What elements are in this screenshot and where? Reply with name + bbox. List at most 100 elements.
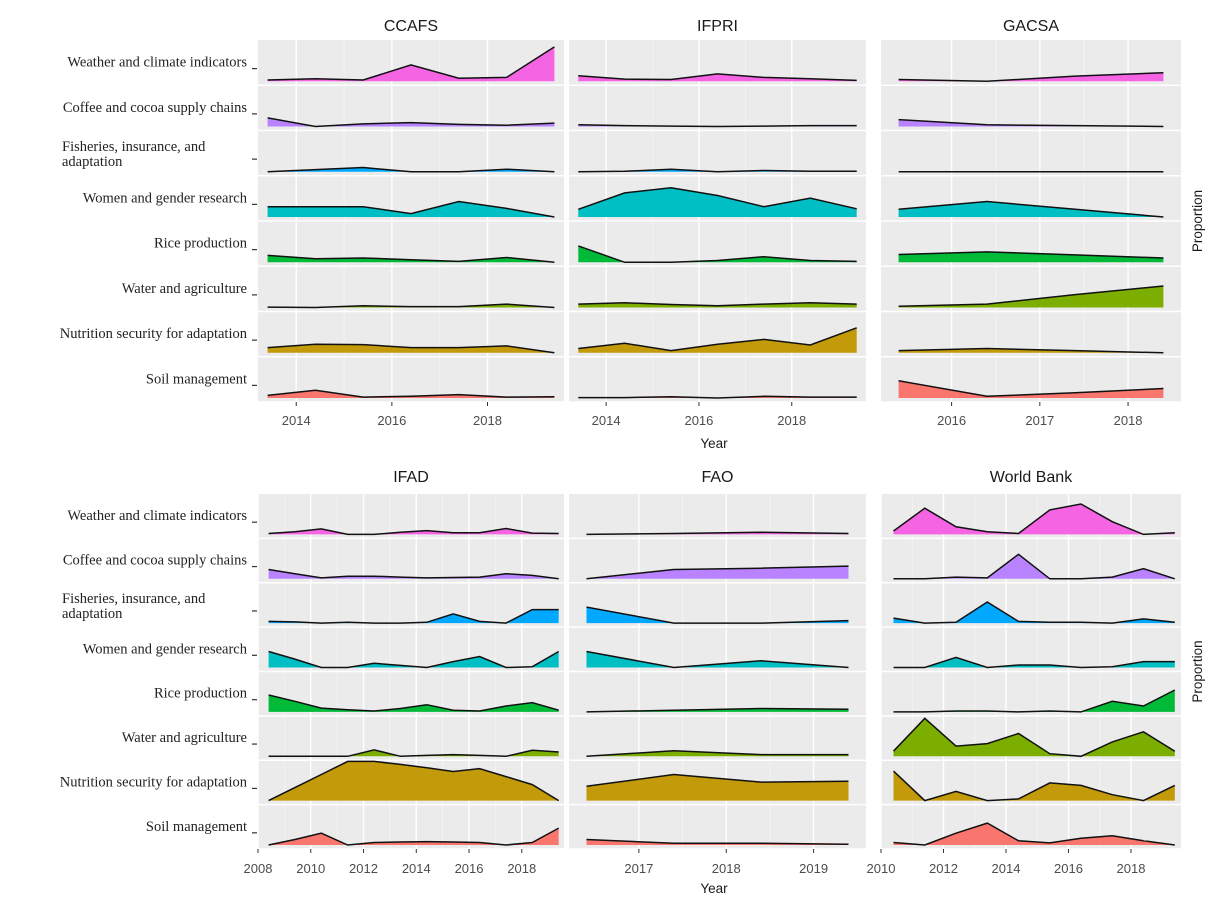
row-label-weather-and-climate-indicators-2: Weather and climate indicators bbox=[67, 508, 247, 524]
x-tick-label: 2018 bbox=[1114, 413, 1143, 428]
area-world-bank-rice-production bbox=[893, 690, 1175, 712]
line-ccafs-fisheries-insurance-and-adaptation bbox=[267, 166, 555, 173]
area-ifad-rice-production bbox=[268, 695, 559, 712]
area-fao-coffee-and-cocoa-supply-chains bbox=[586, 566, 849, 579]
y-axis-title-1: Proportion bbox=[1190, 190, 1205, 252]
facet-title-ifpri: IFPRI bbox=[697, 18, 738, 35]
line-fao-fisheries-insurance-and-adaptation bbox=[586, 606, 849, 624]
x-tick-label: 2016 bbox=[377, 413, 406, 428]
x-tick-label: 2012 bbox=[349, 861, 378, 876]
facet-title-gacsa: GACSA bbox=[1003, 18, 1059, 35]
x-tick-label: 2016 bbox=[455, 861, 484, 876]
line-ifpri-water-and-agriculture bbox=[578, 302, 857, 307]
area-world-bank-water-and-agriculture bbox=[893, 718, 1175, 757]
line-gacsa-rice-production bbox=[898, 251, 1164, 259]
area-world-bank-soil-management bbox=[893, 823, 1175, 845]
line-fao-coffee-and-cocoa-supply-chains bbox=[586, 565, 849, 580]
row-label-women-and-gender-research-1: Women and gender research bbox=[83, 190, 248, 206]
line-world-bank-weather-and-climate-indicators bbox=[893, 503, 1175, 536]
line-ifad-weather-and-climate-indicators bbox=[268, 527, 559, 536]
x-tick-label: 2008 bbox=[244, 861, 273, 876]
line-ifad-soil-management bbox=[268, 827, 560, 846]
line-fao-rice-production bbox=[586, 707, 849, 713]
x-tick-label: 2019 bbox=[799, 861, 828, 876]
line-world-bank-soil-management bbox=[893, 822, 1175, 846]
line-fao-water-and-agriculture bbox=[586, 750, 849, 758]
area-ifpri-rice-production bbox=[578, 245, 857, 263]
line-world-bank-rice-production bbox=[893, 689, 1176, 713]
row-label-soil-management-2: Soil management bbox=[146, 819, 247, 835]
row-label-fisheries-insurance-and-adaptation-1: Fisheries, insurance, and adaptation bbox=[62, 139, 206, 170]
facet-title-ifad: IFAD bbox=[393, 469, 429, 486]
line-ifad-nutrition-security-for-adaptation bbox=[268, 760, 560, 802]
x-tick-label: 2014 bbox=[402, 861, 431, 876]
line-gacsa-coffee-and-cocoa-supply-chains bbox=[898, 118, 1164, 128]
line-ccafs-water-and-agriculture bbox=[267, 303, 555, 309]
line-world-bank-water-and-agriculture bbox=[892, 717, 1176, 758]
line-ccafs-nutrition-security-for-adaptation bbox=[267, 343, 555, 354]
line-ifad-women-and-gender-research bbox=[268, 650, 560, 669]
area-ifad-water-and-agriculture bbox=[268, 749, 559, 757]
row-label-nutrition-security-for-adaptation-2: Nutrition security for adaptation bbox=[60, 774, 248, 790]
line-ifpri-women-and-gender-research bbox=[578, 187, 857, 211]
line-ifpri-nutrition-security-for-adaptation bbox=[578, 327, 857, 352]
x-tick-label: 2012 bbox=[929, 861, 958, 876]
line-ccafs-women-and-gender-research bbox=[267, 200, 555, 218]
area-gacsa-soil-management bbox=[898, 380, 1164, 398]
line-fao-soil-management bbox=[586, 838, 849, 845]
area-gacsa-rice-production bbox=[898, 251, 1164, 263]
x-tick-label: 2016 bbox=[684, 413, 713, 428]
line-ccafs-coffee-and-cocoa-supply-chains bbox=[267, 117, 555, 128]
row-label-rice-production-1: Rice production bbox=[154, 236, 248, 252]
area-ifad-women-and-gender-research bbox=[268, 651, 559, 668]
area-gacsa-women-and-gender-research bbox=[898, 201, 1164, 217]
facet-title-ccafs: CCAFS bbox=[384, 18, 438, 35]
row-label-water-and-agriculture-2: Water and agriculture bbox=[122, 730, 247, 746]
row-label-coffee-and-cocoa-supply-chains-1: Coffee and cocoa supply chains bbox=[63, 100, 248, 116]
area-fao-nutrition-security-for-adaptation bbox=[586, 774, 849, 801]
line-ifad-coffee-and-cocoa-supply-chains bbox=[268, 568, 559, 580]
line-ifpri-rice-production bbox=[578, 245, 857, 264]
area-gacsa-water-and-agriculture bbox=[898, 286, 1164, 308]
row-label-women-and-gender-research-2: Women and gender research bbox=[83, 641, 248, 657]
row-label-fisheries-insurance-and-adaptation-2: Fisheries, insurance, and adaptation bbox=[62, 591, 206, 622]
area-world-bank-weather-and-climate-indicators bbox=[893, 504, 1175, 535]
x-tick-label: 2018 bbox=[1117, 861, 1146, 876]
x-tick-label: 2016 bbox=[937, 413, 966, 428]
facet-title-world-bank: World Bank bbox=[990, 469, 1073, 486]
x-tick-label: 2014 bbox=[592, 413, 621, 428]
x-axis-title-2: Year bbox=[700, 881, 728, 896]
x-axis-title-1: Year bbox=[700, 436, 728, 451]
area-gacsa-weather-and-climate-indicators bbox=[898, 72, 1164, 82]
line-fao-nutrition-security-for-adaptation bbox=[586, 773, 849, 788]
line-ccafs-weather-and-climate-indicators bbox=[267, 46, 555, 81]
line-world-bank-nutrition-security-for-adaptation bbox=[892, 770, 1176, 802]
x-tick-label: 2018 bbox=[473, 413, 502, 428]
line-ifad-fisheries-insurance-and-adaptation bbox=[268, 608, 559, 624]
line-ifpri-soil-management bbox=[578, 395, 857, 399]
line-ccafs-soil-management bbox=[267, 389, 555, 398]
row-label-rice-production-2: Rice production bbox=[154, 686, 248, 702]
line-ccafs-rice-production bbox=[267, 254, 555, 264]
x-tick-label: 2010 bbox=[867, 861, 896, 876]
facet-title-fao: FAO bbox=[701, 469, 733, 486]
line-ifad-rice-production bbox=[268, 694, 559, 712]
row-label-soil-management-1: Soil management bbox=[146, 371, 247, 387]
row-label-water-and-agriculture-1: Water and agriculture bbox=[122, 281, 247, 297]
line-world-bank-fisheries-insurance-and-adaptation bbox=[893, 601, 1175, 624]
area-ccafs-weather-and-climate-indicators bbox=[267, 46, 555, 82]
area-fao-women-and-gender-research bbox=[586, 651, 849, 668]
row-label-nutrition-security-for-adaptation-1: Nutrition security for adaptation bbox=[60, 326, 248, 342]
area-ifpri-women-and-gender-research bbox=[578, 187, 857, 217]
x-tick-label: 2014 bbox=[282, 413, 311, 428]
line-gacsa-nutrition-security-for-adaptation bbox=[898, 347, 1164, 354]
line-ifad-water-and-agriculture bbox=[268, 749, 559, 758]
area-gacsa-coffee-and-cocoa-supply-chains bbox=[898, 119, 1164, 127]
x-tick-label: 2018 bbox=[777, 413, 806, 428]
line-gacsa-water-and-agriculture bbox=[898, 285, 1164, 307]
line-world-bank-coffee-and-cocoa-supply-chains bbox=[893, 553, 1176, 580]
line-gacsa-weather-and-climate-indicators bbox=[898, 71, 1164, 83]
line-ifpri-coffee-and-cocoa-supply-chains bbox=[578, 124, 857, 128]
x-tick-label: 2018 bbox=[507, 861, 536, 876]
